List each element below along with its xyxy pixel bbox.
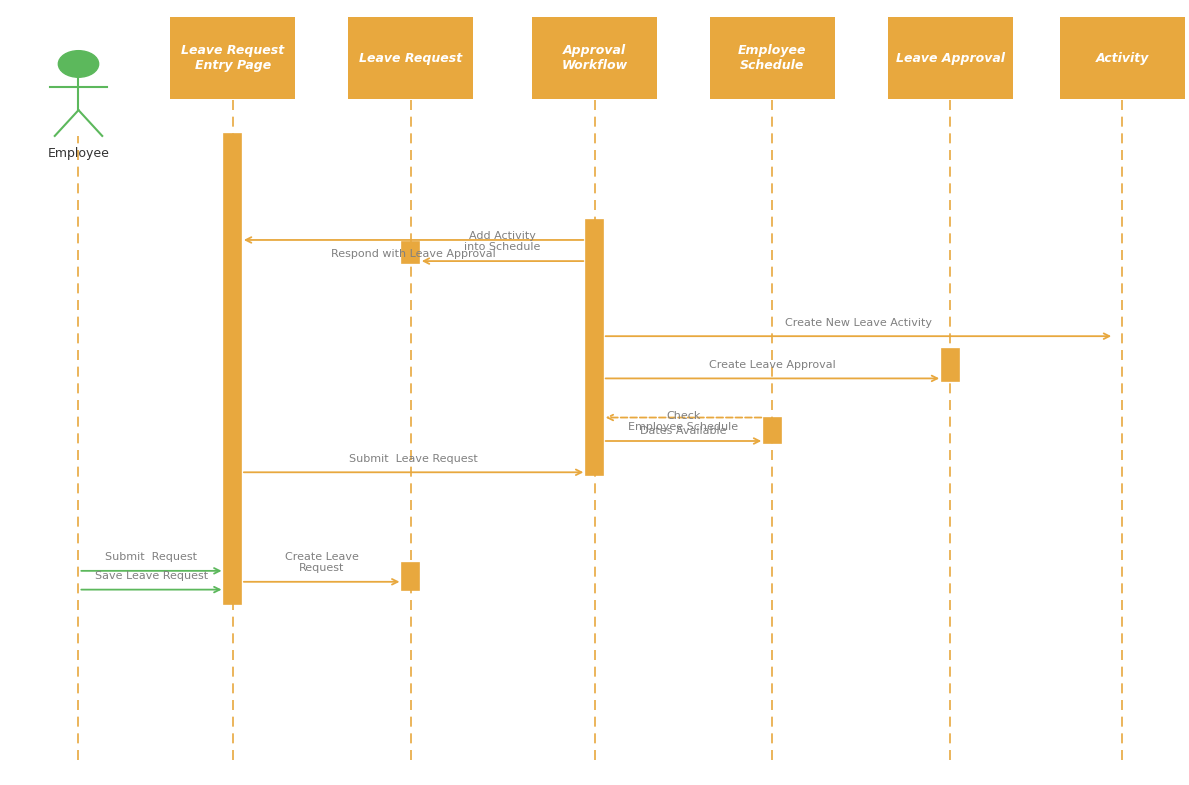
Text: Dates Available: Dates Available [640, 426, 726, 436]
FancyBboxPatch shape [225, 134, 241, 604]
FancyBboxPatch shape [402, 563, 419, 590]
Text: Leave Request: Leave Request [359, 52, 463, 64]
FancyBboxPatch shape [533, 17, 656, 99]
Text: Employee
Schedule: Employee Schedule [738, 44, 806, 72]
Text: Employee: Employee [48, 147, 109, 160]
FancyBboxPatch shape [348, 17, 473, 99]
Text: Respond with Leave Approval: Respond with Leave Approval [332, 249, 496, 258]
Text: Create New Leave Activity: Create New Leave Activity [785, 318, 932, 327]
FancyBboxPatch shape [402, 242, 419, 264]
FancyBboxPatch shape [170, 17, 295, 99]
FancyBboxPatch shape [1061, 17, 1184, 99]
Text: Save Leave Request: Save Leave Request [95, 571, 208, 581]
Text: Create Leave
Request: Create Leave Request [284, 552, 359, 573]
Text: Create Leave Approval: Create Leave Approval [709, 360, 836, 370]
Text: Check
Employee Schedule: Check Employee Schedule [629, 411, 738, 433]
FancyBboxPatch shape [765, 418, 781, 444]
Text: Add Activity
into Schedule: Add Activity into Schedule [465, 231, 541, 253]
Text: Submit  Request: Submit Request [106, 552, 197, 562]
FancyBboxPatch shape [710, 17, 835, 99]
Text: Leave Approval: Leave Approval [895, 52, 1005, 64]
Text: Approval
Workflow: Approval Workflow [561, 44, 628, 72]
FancyBboxPatch shape [586, 221, 603, 475]
FancyBboxPatch shape [942, 349, 958, 381]
Text: Submit  Leave Request: Submit Leave Request [350, 454, 478, 464]
Circle shape [58, 51, 99, 77]
Text: Leave Request
Entry Page: Leave Request Entry Page [181, 44, 284, 72]
Text: Activity: Activity [1096, 52, 1149, 64]
FancyBboxPatch shape [888, 17, 1013, 99]
